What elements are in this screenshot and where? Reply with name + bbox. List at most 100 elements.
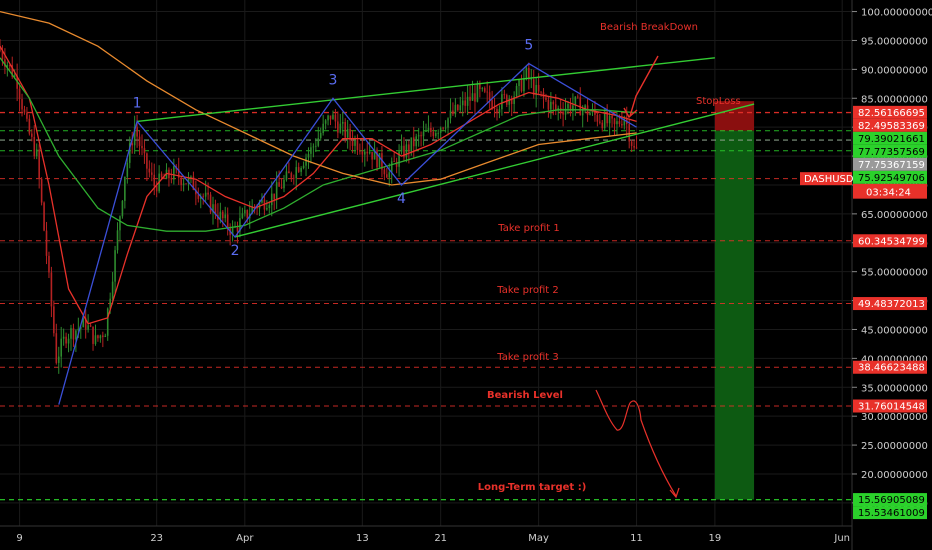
- candle-body: [55, 333, 58, 363]
- candle-body: [398, 151, 400, 167]
- candle-body: [8, 65, 11, 66]
- candle-body: [50, 272, 53, 307]
- candle-body: [102, 335, 104, 338]
- candle-body: [312, 146, 315, 148]
- price-tag-box: [853, 105, 927, 119]
- candle-body: [310, 147, 312, 154]
- candle-body: [300, 168, 302, 172]
- x-tick-label: 19: [709, 533, 722, 544]
- candle-body: [368, 152, 371, 154]
- breakdown-arrow: [629, 55, 659, 117]
- annotation-take-profit-2: Take profit 2: [496, 285, 558, 296]
- price-tag-box: [853, 360, 927, 374]
- candle-body: [554, 104, 557, 110]
- candle-body: [444, 127, 447, 129]
- candle-body: [442, 127, 444, 129]
- price-tag-box: [853, 493, 927, 507]
- breakdown-arrowhead: [623, 107, 638, 119]
- candle-body: [28, 118, 31, 134]
- candle-body: [148, 168, 151, 173]
- y-tick-label: 20.00000000: [861, 470, 928, 481]
- wave-label-4: 4: [397, 191, 406, 207]
- candle-body: [354, 140, 356, 146]
- candle-body: [562, 111, 564, 115]
- candle-body: [449, 110, 452, 119]
- candle-body: [295, 167, 298, 179]
- candle-body: [415, 136, 418, 147]
- candle-body: [623, 118, 626, 126]
- candle-body: [589, 112, 591, 115]
- candle-body: [239, 218, 241, 232]
- x-tick-label: 11: [630, 533, 643, 544]
- candle-body: [212, 204, 214, 213]
- annotation-stoploss: StopLoss: [696, 96, 741, 107]
- candle-body: [386, 174, 388, 178]
- x-tick-label: Apr: [236, 533, 254, 544]
- candle-body: [31, 133, 33, 137]
- candle-body: [109, 298, 111, 309]
- annotations: Bearish BreakDown StopLoss Take profit 1 Ta…: [478, 22, 741, 499]
- time-axis[interactable]: 9 23 Apr 13 21 May 11 19 Jun: [16, 533, 850, 544]
- candle-body: [471, 93, 474, 101]
- candle-body: [72, 328, 75, 340]
- candle-body: [70, 328, 72, 339]
- candle-body: [116, 230, 119, 251]
- candle-body: [155, 185, 158, 192]
- candle-body: [160, 173, 163, 178]
- grid: [0, 0, 852, 526]
- candle-body: [87, 325, 89, 330]
- candle-body: [464, 100, 466, 106]
- candle-body: [574, 96, 577, 106]
- price-tag-label: 38.46623488: [858, 363, 925, 374]
- candle-body: [280, 186, 283, 189]
- moving-average-line: [0, 45, 637, 325]
- y-tick-label: 45.00000000: [861, 325, 928, 336]
- candle-body: [190, 176, 192, 178]
- candle-body: [359, 150, 361, 152]
- wave-label-5: 5: [524, 38, 533, 54]
- candle-body: [523, 78, 525, 92]
- candle-body: [572, 105, 574, 112]
- wave-label-1: 1: [133, 95, 142, 111]
- candle-body: [376, 149, 378, 168]
- candle-body: [6, 65, 9, 67]
- candle-body: [530, 79, 533, 81]
- candle-body: [40, 178, 43, 203]
- candle-body: [106, 308, 109, 336]
- candle-body: [454, 104, 457, 115]
- position-box: [714, 101, 755, 500]
- x-tick-label: 23: [150, 533, 163, 544]
- candle-body: [266, 208, 268, 210]
- candle-body: [569, 104, 572, 112]
- candle-body: [221, 211, 224, 219]
- candle-body: [131, 143, 134, 146]
- candle-body: [62, 336, 65, 339]
- y-tick-label: 25.00000000: [861, 441, 928, 452]
- candle-body: [119, 216, 121, 231]
- candle-body: [618, 121, 621, 124]
- candle-body: [126, 162, 129, 177]
- candle-body: [207, 192, 209, 195]
- candle-body: [422, 131, 425, 137]
- candle-body: [11, 65, 14, 77]
- candle-body: [65, 336, 67, 344]
- y-tick-label: 40.00000000: [861, 354, 928, 365]
- candle-body: [104, 335, 107, 338]
- candle-body: [182, 183, 185, 185]
- y-tick-label: 85.00000000: [861, 94, 928, 105]
- candle-body: [361, 151, 364, 155]
- elliott-waves: 1 2 3 4 5: [58, 38, 637, 405]
- symbol-tag-label: DASHUSD: [804, 174, 854, 185]
- candle-body: [599, 121, 601, 123]
- candle-body: [373, 149, 376, 160]
- x-tick-label: 13: [356, 533, 369, 544]
- candle-body: [253, 206, 256, 208]
- price-tags: 82.56166695 82.49583369 79.39021661 77.7735…: [800, 105, 927, 520]
- price-tag-box: [853, 506, 927, 520]
- candle-body: [601, 122, 604, 129]
- candle-body: [92, 326, 94, 344]
- candle-body: [288, 171, 290, 174]
- candle-body: [532, 79, 535, 96]
